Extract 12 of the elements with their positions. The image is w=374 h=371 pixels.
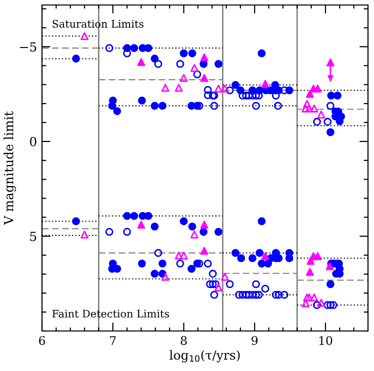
x-tick-label: 6 [39, 336, 46, 345]
y-axis-title: V magnitude limit [4, 111, 16, 225]
annotation: Faint Detection Limits [52, 310, 170, 318]
y-tick-label: 0 [30, 136, 36, 146]
y-tick-label: 5 [30, 232, 36, 242]
x-tick-label: 9 [252, 336, 258, 345]
y-tick-label: −5 [20, 42, 36, 52]
x-axis-title: log$_{10}$(τ/yrs) [170, 350, 240, 362]
x-tick-label: 10 [319, 336, 332, 345]
x-tick-label: 7 [110, 336, 116, 345]
annotation: Saturation Limits [52, 20, 144, 28]
x-tick-label: 8 [180, 336, 187, 345]
